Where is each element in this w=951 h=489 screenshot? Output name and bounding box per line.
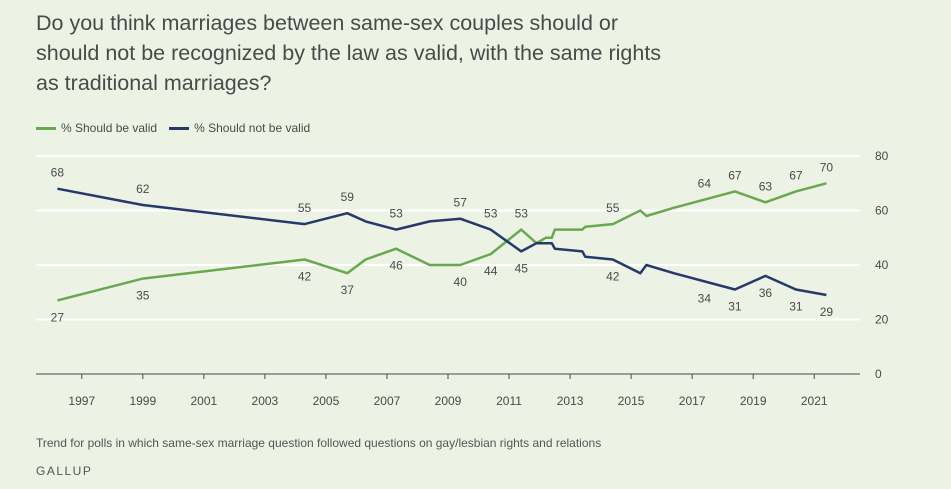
x-tick-label-2001: 2001 xyxy=(191,394,218,408)
data-label-not-valid-62: 62 xyxy=(136,182,150,196)
data-label-not-valid-31: 31 xyxy=(728,300,742,314)
data-label-valid-27: 27 xyxy=(51,310,65,324)
legend-item-valid: % Should be valid xyxy=(36,121,157,135)
chart-title: Do you think marriages between same-sex … xyxy=(36,11,662,95)
data-label-valid-40: 40 xyxy=(454,275,468,289)
x-tick-label-1997: 1997 xyxy=(68,394,95,408)
data-label-valid-42: 42 xyxy=(298,270,312,284)
source-label: GALLUP xyxy=(36,464,93,478)
data-label-valid-55: 55 xyxy=(606,201,620,215)
data-label-valid-35: 35 xyxy=(136,289,150,303)
legend-label-valid: % Should be valid xyxy=(61,121,158,135)
x-tick-label-2003: 2003 xyxy=(252,394,279,408)
data-label-not-valid-57: 57 xyxy=(454,196,468,210)
y-tick-label-20: 20 xyxy=(875,313,889,327)
data-label-not-valid-53: 53 xyxy=(484,207,498,221)
line-chart: 0 20 40 60 80 1997 1999 2001 2003 2005 2007 2009 201… xyxy=(36,149,889,408)
x-tick-label-2017: 2017 xyxy=(679,394,706,408)
chart-legend: % Should be valid % Should not be valid xyxy=(36,121,310,135)
y-tick-label-60: 60 xyxy=(875,204,889,218)
legend-swatch-valid xyxy=(36,126,56,130)
data-label-not-valid-31: 31 xyxy=(789,300,803,314)
data-label-not-valid-36: 36 xyxy=(759,286,773,300)
data-label-valid-67: 67 xyxy=(789,168,803,182)
legend-item-not-valid: % Should not be valid xyxy=(169,121,310,135)
data-label-valid-44: 44 xyxy=(484,264,498,278)
data-label-valid-64: 64 xyxy=(698,177,712,191)
footnote: Trend for polls in which same-sex marria… xyxy=(36,436,602,450)
data-label-not-valid-53: 53 xyxy=(389,207,403,221)
data-label-not-valid-34: 34 xyxy=(698,291,712,305)
data-label-valid-63: 63 xyxy=(759,179,773,193)
data-label-not-valid-45: 45 xyxy=(515,261,529,275)
x-tick-label-1999: 1999 xyxy=(129,394,156,408)
data-label-not-valid-68: 68 xyxy=(51,166,65,180)
y-tick-label-40: 40 xyxy=(875,258,889,272)
series-line-not-valid xyxy=(57,187,827,297)
x-tick-label-2021: 2021 xyxy=(801,394,828,408)
data-label-valid-53: 53 xyxy=(515,207,529,221)
data-label-valid-70: 70 xyxy=(820,160,834,174)
data-label-not-valid-29: 29 xyxy=(820,305,834,319)
series-line-valid xyxy=(57,182,827,302)
legend-swatch-not-valid xyxy=(169,126,190,130)
data-label-valid-46: 46 xyxy=(389,259,403,273)
data-label-valid-67: 67 xyxy=(728,168,742,182)
data-label-not-valid-59: 59 xyxy=(341,190,355,204)
x-tick-label-2009: 2009 xyxy=(435,394,462,408)
data-label-not-valid-55: 55 xyxy=(298,201,312,215)
data-label-not-valid-42: 42 xyxy=(606,270,620,284)
x-tick-label-2011: 2011 xyxy=(496,394,522,408)
y-tick-label-0: 0 xyxy=(875,367,882,381)
x-tick-label-2007: 2007 xyxy=(374,394,401,408)
x-tick-label-2015: 2015 xyxy=(618,394,645,408)
x-tick-label-2005: 2005 xyxy=(313,394,340,408)
x-tick-label-2013: 2013 xyxy=(557,394,584,408)
y-tick-label-80: 80 xyxy=(875,149,889,163)
data-label-valid-37: 37 xyxy=(341,283,355,297)
legend-label-not-valid: % Should not be valid xyxy=(194,121,311,135)
x-tick-label-2019: 2019 xyxy=(740,394,767,408)
